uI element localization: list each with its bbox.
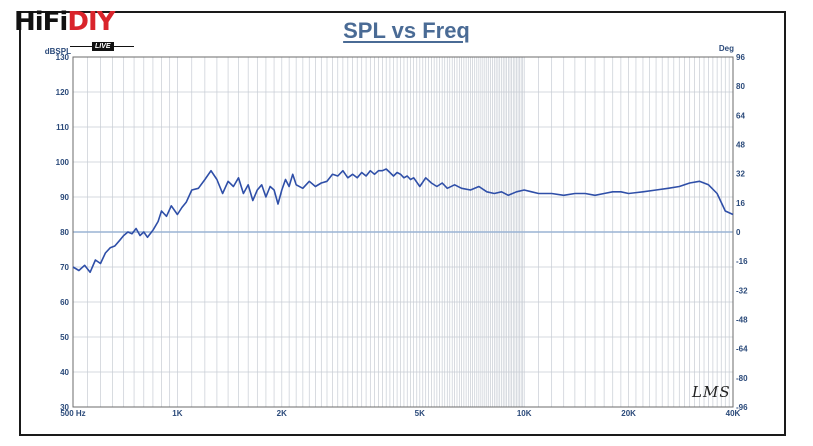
y2-tick-label: 80 — [736, 82, 745, 91]
y-tick-label: 120 — [56, 88, 70, 97]
x-tick-label: 40K — [726, 409, 741, 418]
chart-frame — [19, 11, 786, 436]
y-tick-label: 130 — [56, 53, 70, 62]
y2-tick-label: 48 — [736, 141, 745, 150]
y-axis-unit-label: dBSPL — [45, 47, 71, 56]
series-line-spl — [72, 168, 734, 274]
y2-tick-label: -16 — [736, 257, 748, 266]
y-tick-label: 50 — [60, 333, 69, 342]
y2-tick-label: -80 — [736, 374, 748, 383]
y2-axis-unit-label: Deg — [719, 44, 734, 53]
hifidiy-logo: HiFiDIY — [14, 7, 115, 37]
y-tick-label: 100 — [56, 158, 70, 167]
x-tick-label: 10K — [517, 409, 532, 418]
chart-title: SPL vs Freq — [343, 18, 470, 43]
y-tick-label: 60 — [60, 298, 69, 307]
logo-live-badge: LIVE — [92, 42, 114, 51]
x-tick-label: 500 Hz — [60, 409, 85, 418]
y2-tick-label: -64 — [736, 345, 748, 354]
x-tick-label: 5K — [415, 409, 425, 418]
y2-tick-label: 32 — [736, 170, 745, 179]
plot-area — [72, 56, 734, 408]
series-layer — [72, 168, 734, 274]
y-tick-label: 80 — [60, 228, 69, 237]
y-tick-label: 70 — [60, 263, 69, 272]
y2-tick-label: -32 — [736, 286, 748, 295]
x-tick-label: 1K — [172, 409, 182, 418]
tick-labels: 130 120 110 100 90 80 70 60 50 40 30 96 80 64 48 32 16 0 -… — [45, 44, 748, 418]
y-tick-label: 30 — [60, 403, 69, 412]
y2-tick-label: 16 — [736, 199, 745, 208]
lms-watermark: LMS — [692, 383, 731, 401]
x-tick-label: 2K — [277, 409, 287, 418]
x-tick-label: 20K — [621, 409, 636, 418]
y-tick-label: 90 — [60, 193, 69, 202]
y2-tick-label: 64 — [736, 111, 745, 120]
y2-tick-label: 96 — [736, 53, 745, 62]
y2-tick-label: -48 — [736, 316, 748, 325]
y2-tick-label: 0 — [736, 228, 741, 237]
y2-tick-label: -96 — [736, 403, 748, 412]
y-tick-label: 110 — [56, 123, 69, 132]
y-tick-label: 40 — [60, 368, 69, 377]
